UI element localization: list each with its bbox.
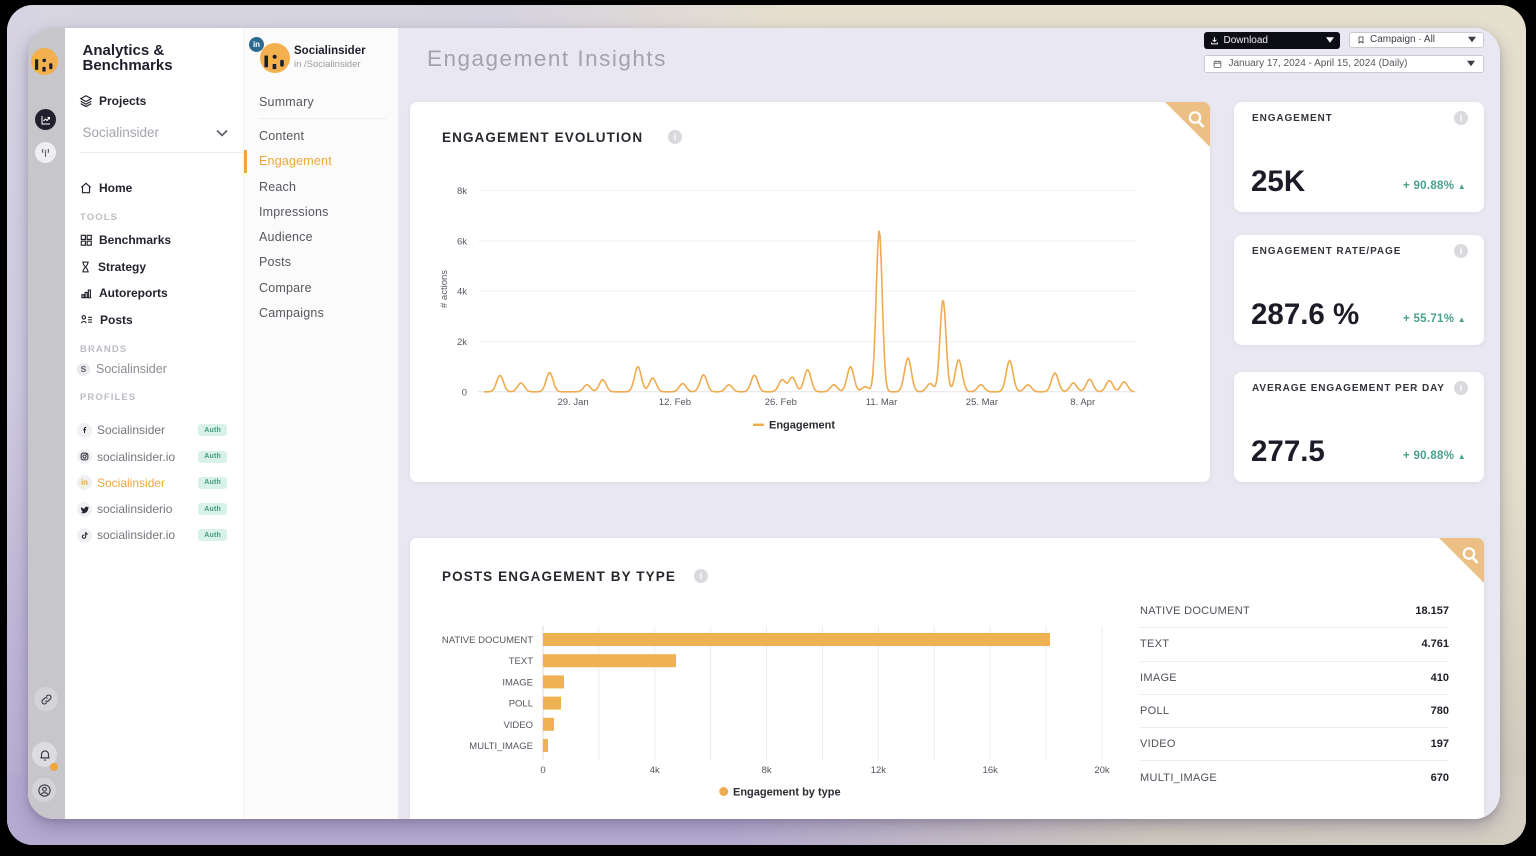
svg-text:2k: 2k	[457, 337, 467, 348]
svg-text:8k: 8k	[762, 765, 772, 776]
svg-text:4k: 4k	[457, 287, 467, 298]
svg-text:26. Feb: 26. Feb	[765, 397, 797, 408]
svg-text:8k: 8k	[457, 186, 467, 197]
svg-text:0: 0	[462, 387, 467, 398]
svg-text:4k: 4k	[650, 765, 660, 776]
svg-text:Engagement by type: Engagement by type	[733, 787, 841, 799]
svg-text:0: 0	[540, 765, 545, 776]
svg-text:Engagement: Engagement	[769, 420, 835, 432]
svg-text:MULTI_IMAGE: MULTI_IMAGE	[469, 741, 533, 752]
svg-text:VIDEO: VIDEO	[503, 720, 533, 731]
svg-text:25. Mar: 25. Mar	[966, 397, 998, 408]
svg-text:POLL: POLL	[509, 699, 533, 710]
svg-text:NATIVE DOCUMENT: NATIVE DOCUMENT	[442, 635, 533, 646]
svg-text:6k: 6k	[457, 236, 467, 247]
svg-text:16k: 16k	[983, 765, 999, 776]
svg-text:12k: 12k	[871, 765, 887, 776]
svg-text:TEXT: TEXT	[509, 656, 533, 667]
svg-text:IMAGE: IMAGE	[502, 677, 533, 688]
svg-text:12. Feb: 12. Feb	[659, 397, 691, 408]
svg-text:29. Jan: 29. Jan	[558, 397, 589, 408]
svg-text:# actions: # actions	[439, 270, 450, 308]
svg-text:20k: 20k	[1094, 765, 1110, 776]
svg-text:11. Mar: 11. Mar	[866, 397, 898, 408]
svg-text:8. Apr: 8. Apr	[1070, 397, 1095, 408]
